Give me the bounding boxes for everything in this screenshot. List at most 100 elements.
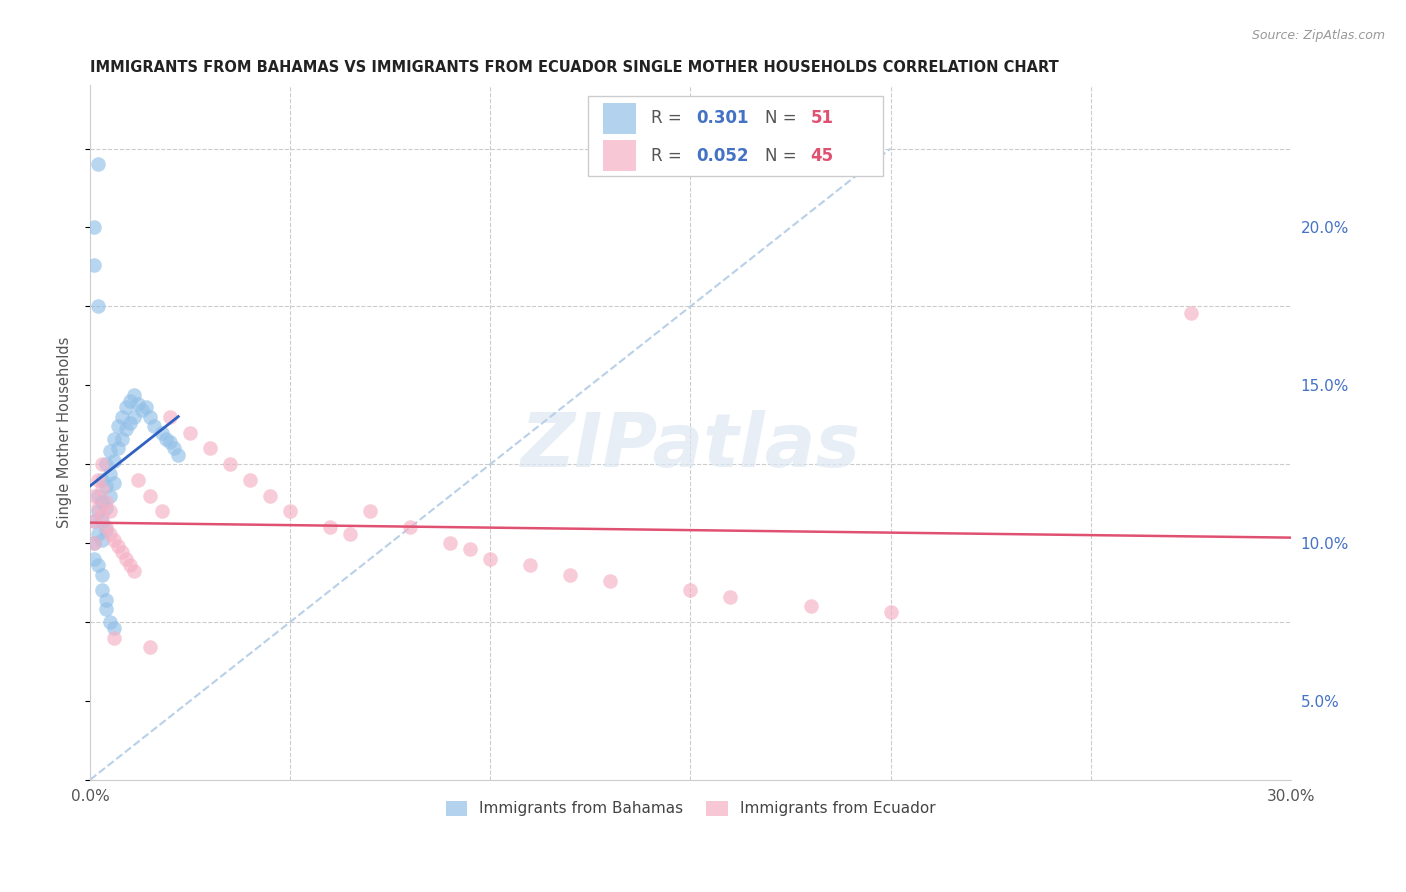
Point [111,432,134,446]
Point [163,442,186,456]
Point [115,401,138,415]
Point [103,476,125,491]
Point [319,520,342,534]
Point [139,489,162,503]
Text: 0.301: 0.301 [696,109,749,128]
Point [179,425,201,440]
Point [83,258,105,272]
Point [339,526,361,541]
Text: N =: N = [765,109,801,128]
Point [159,409,181,424]
Point [122,409,145,424]
Point [219,457,242,471]
Text: R =: R = [651,147,688,165]
FancyBboxPatch shape [589,96,883,176]
Y-axis label: Single Mother Households: Single Mother Households [58,337,72,528]
Point [131,403,153,417]
Point [96,457,118,471]
Point [98,504,121,518]
Text: Source: ZipAtlas.com: Source: ZipAtlas.com [1251,29,1385,42]
Point [139,409,162,424]
Point [91,567,114,582]
Point [103,533,125,547]
Point [111,409,134,424]
Point [120,558,142,572]
Point [150,425,173,440]
Point [83,514,105,528]
Text: 45: 45 [810,147,834,165]
FancyBboxPatch shape [603,140,637,171]
Point [96,592,118,607]
Point [98,444,121,458]
Point [115,422,138,436]
Point [98,489,121,503]
Point [107,419,129,434]
Point [150,504,173,518]
Point [91,457,114,471]
Point [96,501,118,516]
Text: N =: N = [765,147,801,165]
Point [239,473,262,487]
Text: 51: 51 [810,109,834,128]
Point [122,387,145,401]
Point [91,508,114,522]
Point [155,432,177,446]
Point [91,473,114,487]
Point [259,489,281,503]
Point [120,394,142,409]
Point [103,454,125,468]
Point [599,574,621,588]
Point [96,524,118,538]
Legend: Immigrants from Bahamas, Immigrants from Ecuador: Immigrants from Bahamas, Immigrants from… [437,793,943,824]
Point [96,495,118,509]
Point [91,583,114,598]
Text: ZIPatlas: ZIPatlas [520,410,860,483]
Point [399,520,422,534]
Point [122,565,145,579]
Point [479,551,502,566]
Point [83,220,105,235]
Point [679,583,702,598]
FancyBboxPatch shape [603,103,637,134]
Point [560,567,582,582]
Point [278,504,301,518]
Text: R =: R = [651,109,688,128]
Point [87,504,110,518]
Point [139,640,162,654]
Text: 0.052: 0.052 [696,147,749,165]
Point [87,473,110,487]
Point [799,599,821,613]
Point [91,483,114,497]
Point [107,539,129,553]
Point [98,467,121,481]
Point [103,621,125,635]
Point [167,448,190,462]
Point [96,602,118,616]
Point [720,590,742,604]
Point [200,442,222,456]
Point [83,489,105,503]
Point [83,536,105,550]
Point [87,526,110,541]
Point [115,551,138,566]
Point [111,545,134,559]
Point [96,520,118,534]
Point [359,504,381,518]
Point [135,401,157,415]
Point [460,542,482,557]
Point [103,631,125,645]
Point [96,479,118,493]
Point [83,536,105,550]
Point [143,419,166,434]
Point [87,299,110,313]
Point [103,432,125,446]
Point [87,157,110,171]
Point [519,558,541,572]
Point [439,536,461,550]
Point [83,551,105,566]
Point [127,397,149,411]
Point [107,442,129,456]
Point [879,606,901,620]
Point [91,495,114,509]
Point [91,514,114,528]
